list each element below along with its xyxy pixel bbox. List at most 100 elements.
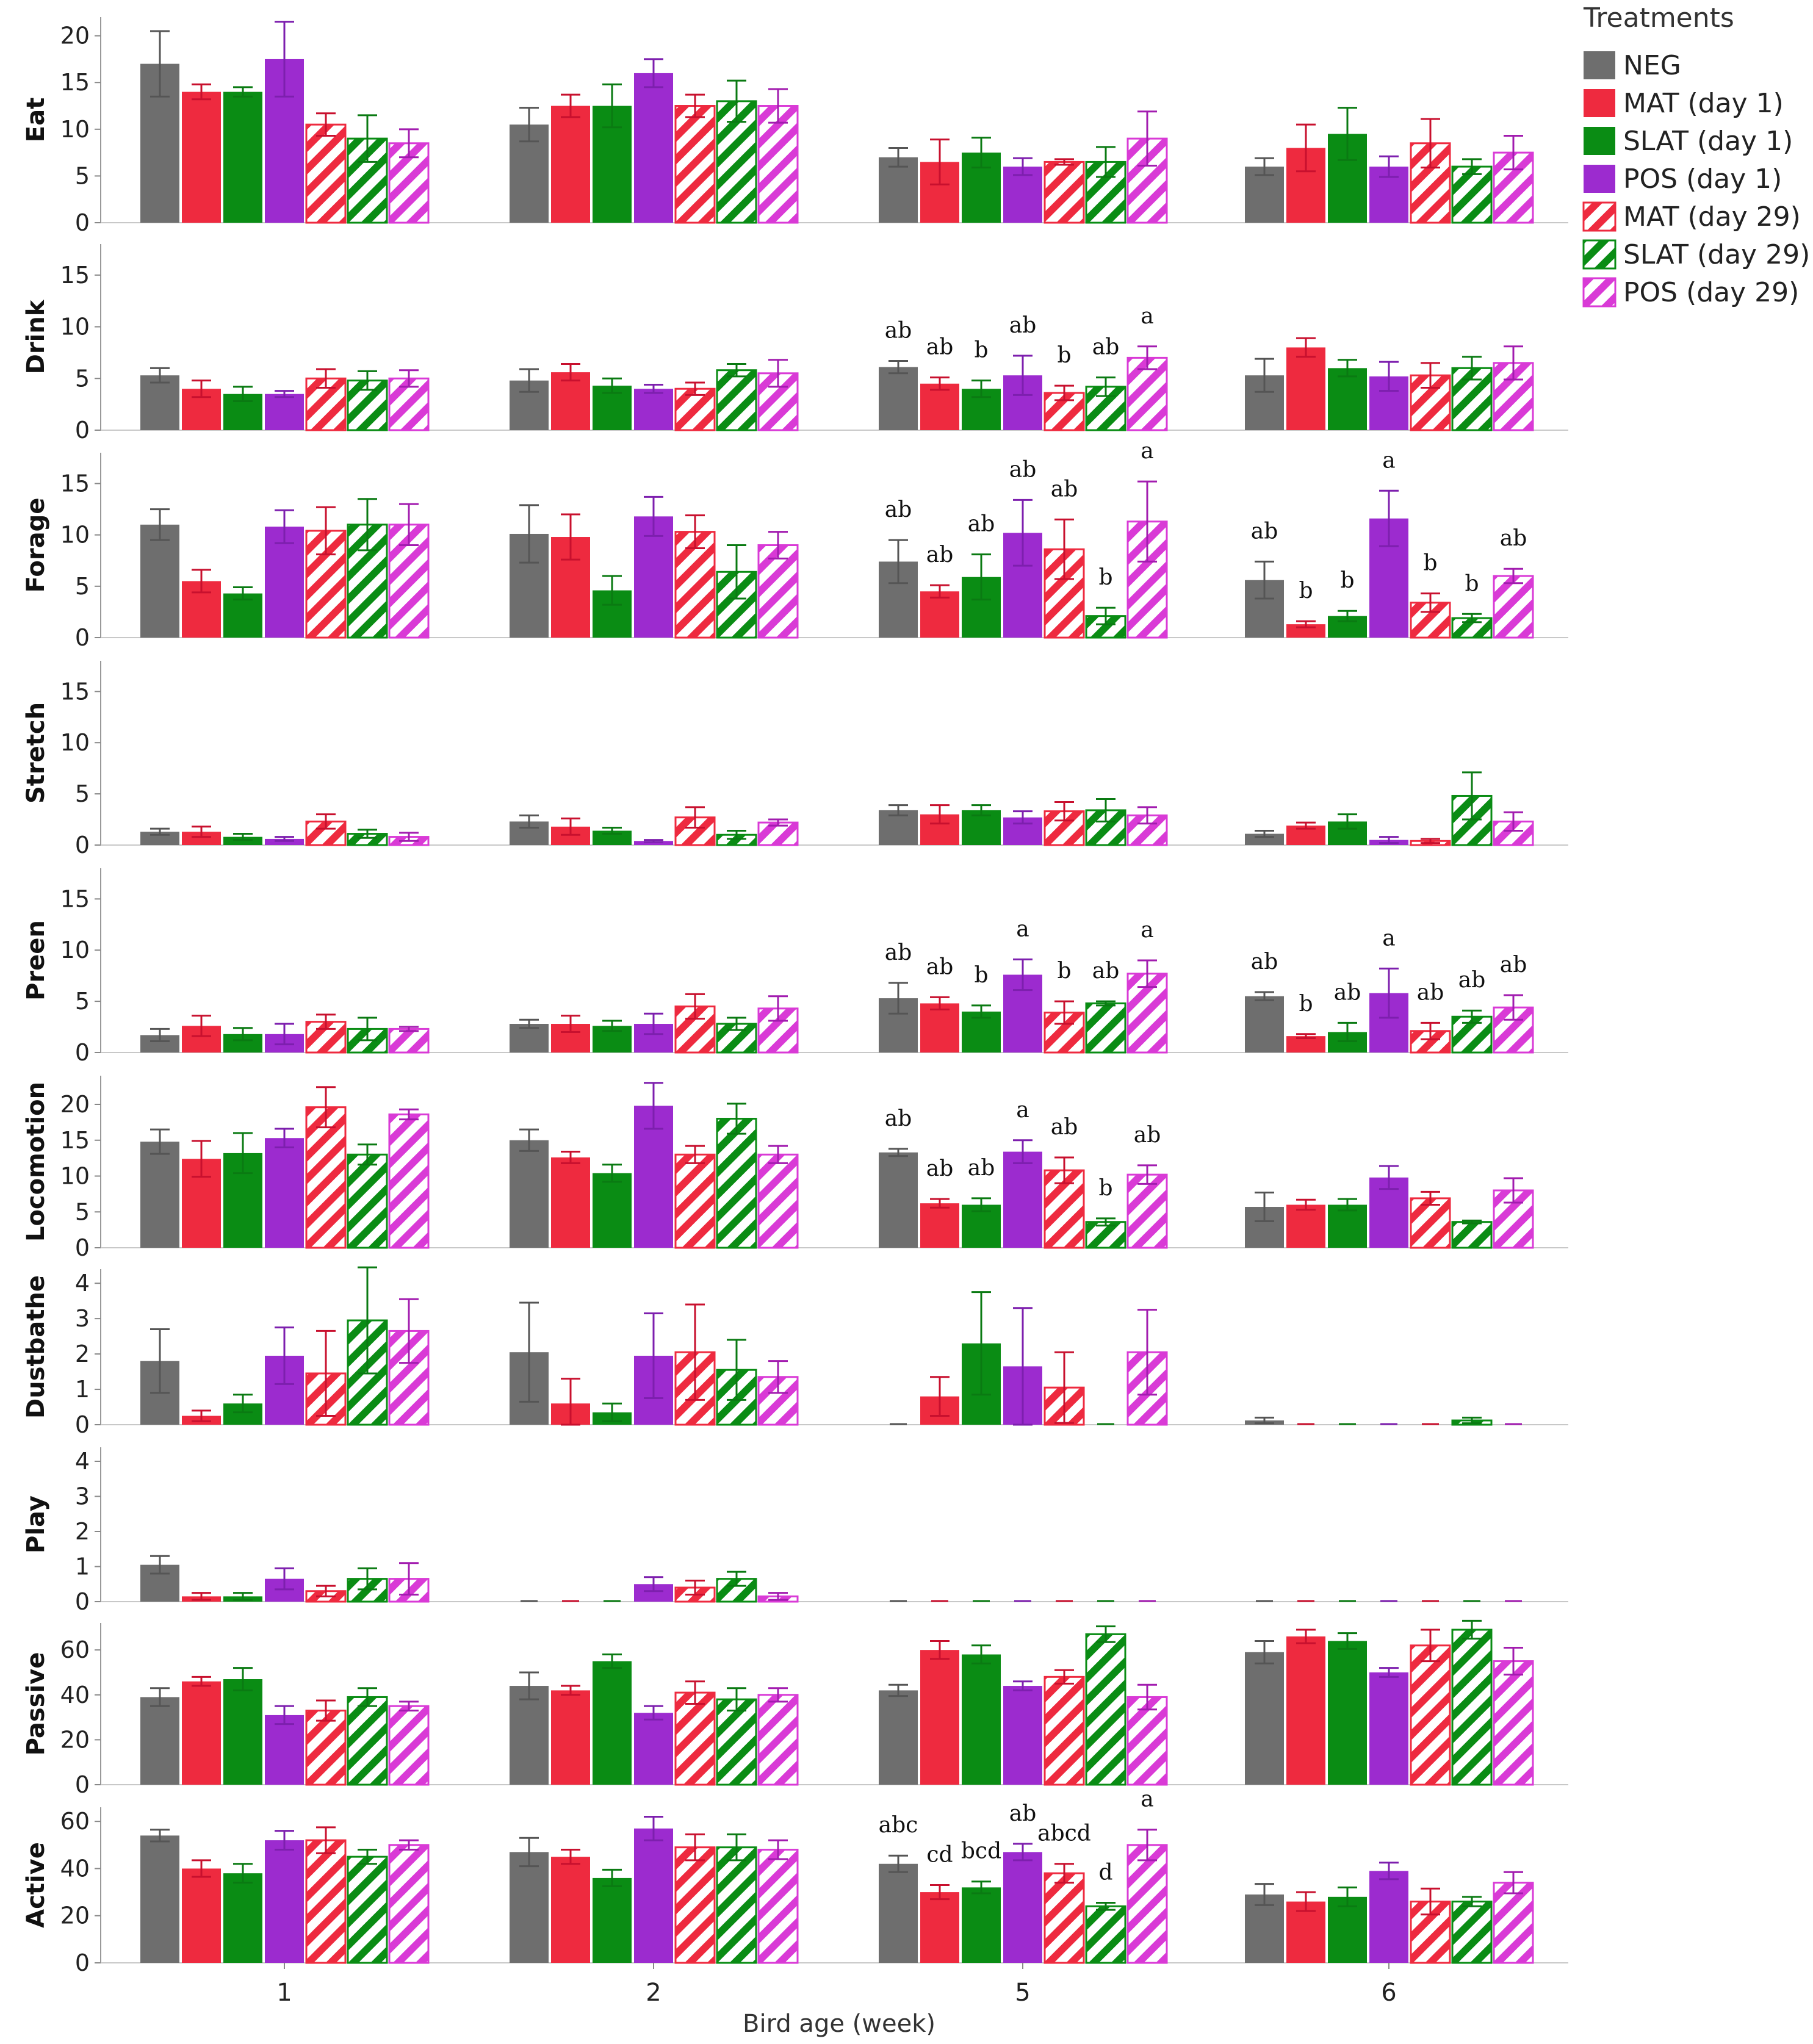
panel-label-drink: Drink — [22, 299, 50, 374]
error-bar — [316, 506, 336, 556]
error-bar — [644, 1312, 663, 1400]
legend-item-slat-day-29: SLAT (day 29) — [1582, 239, 1810, 270]
y-tick-label: 0 — [75, 624, 90, 651]
error-bar — [930, 1376, 950, 1417]
error-bar — [685, 1680, 705, 1705]
error-bar — [644, 58, 663, 88]
error-bar — [233, 1592, 253, 1601]
bar — [1451, 1901, 1493, 1964]
bar — [962, 1654, 1001, 1785]
bar — [634, 1828, 673, 1963]
legend-item-pos-day-29: POS (day 29) — [1582, 277, 1799, 308]
significance-letter: b — [1465, 571, 1479, 596]
y-tick-label: 10 — [60, 116, 90, 143]
error-bar — [399, 369, 419, 388]
error-bar — [602, 826, 622, 835]
error-bar — [1504, 1646, 1523, 1676]
significance-letter: ab — [1334, 980, 1361, 1005]
error-bar — [644, 1576, 663, 1592]
error-bar — [971, 804, 991, 816]
bar — [305, 1839, 347, 1964]
error-bar — [1338, 359, 1357, 378]
error-bar — [399, 503, 419, 546]
error-bar — [888, 146, 908, 168]
bar — [1410, 1197, 1451, 1249]
y-tick-label: 1 — [75, 1376, 90, 1403]
error-bar — [561, 1151, 580, 1164]
error-bar — [1013, 958, 1033, 991]
error-bar — [561, 93, 580, 118]
error-bar — [644, 1082, 663, 1130]
error-bar — [768, 1687, 788, 1703]
error-bar — [1137, 806, 1157, 825]
error-bar — [727, 1017, 746, 1031]
legend-item-slat-day-1: SLAT (day 1) — [1584, 126, 1793, 157]
significance-letter: a — [1382, 926, 1395, 951]
y-tick-label: 0 — [75, 1039, 90, 1066]
bar — [305, 123, 347, 224]
bar — [716, 1118, 757, 1249]
error-bar — [1137, 1829, 1157, 1862]
error-bar — [358, 1017, 377, 1042]
error-bar — [1296, 1198, 1316, 1211]
bar — [1493, 575, 1534, 639]
x-tick-label: 6 — [1381, 1979, 1396, 2007]
bar — [1043, 1872, 1085, 1964]
error-bar — [1137, 1683, 1157, 1711]
error-bar — [644, 1012, 663, 1035]
error-bar — [602, 1654, 622, 1669]
significance-letter: ab — [885, 940, 912, 965]
error-bar — [644, 1815, 663, 1841]
error-bar — [1421, 1887, 1440, 1916]
bar — [223, 92, 262, 223]
significance-letter: abc — [879, 1813, 918, 1838]
error-bar — [561, 1849, 580, 1865]
error-bar — [192, 1675, 211, 1687]
error-bar — [399, 1108, 419, 1121]
significance-letter: b — [1098, 1176, 1112, 1201]
legend-item-pos-day-1: POS (day 1) — [1584, 164, 1782, 195]
error-bar — [888, 1854, 908, 1873]
bar — [757, 1849, 799, 1964]
bar — [140, 1835, 179, 1963]
bar — [920, 591, 959, 638]
error-bar — [1504, 1871, 1523, 1895]
error-bar — [602, 83, 622, 129]
y-tick-label: 0 — [75, 1771, 90, 1798]
bar — [634, 73, 673, 223]
error-bar — [399, 832, 419, 842]
error-bar — [1137, 959, 1157, 988]
bar — [551, 372, 590, 430]
bar — [879, 1863, 918, 1963]
significance-letter: ab — [1417, 980, 1444, 1005]
error-bar — [768, 359, 788, 388]
y-tick-label: 20 — [60, 23, 90, 49]
error-bar — [399, 1026, 419, 1032]
error-bar — [1338, 610, 1357, 622]
error-bar — [1338, 1886, 1357, 1907]
bar — [634, 1713, 673, 1785]
error-bar — [1462, 613, 1482, 624]
bar — [757, 1694, 799, 1786]
error-bar — [358, 1266, 377, 1375]
error-bar — [727, 1687, 746, 1712]
significance-letter: ab — [968, 1156, 995, 1181]
error-bar — [685, 514, 705, 550]
error-bar — [519, 1301, 539, 1403]
bar — [1245, 1652, 1284, 1785]
error-bar — [727, 544, 746, 600]
y-tick-label: 5 — [75, 988, 90, 1015]
bar — [1126, 1844, 1168, 1964]
error-bar — [150, 1027, 170, 1043]
significance-letter: ab — [885, 497, 912, 522]
bar — [1328, 1204, 1367, 1248]
error-bar — [1504, 567, 1523, 585]
error-bar — [150, 1328, 170, 1394]
error-bar — [150, 367, 170, 384]
error-bar — [1338, 1198, 1357, 1212]
error-bar — [275, 836, 294, 842]
bar — [182, 1868, 221, 1963]
error-bar — [519, 814, 539, 829]
error-bar — [561, 1015, 580, 1033]
